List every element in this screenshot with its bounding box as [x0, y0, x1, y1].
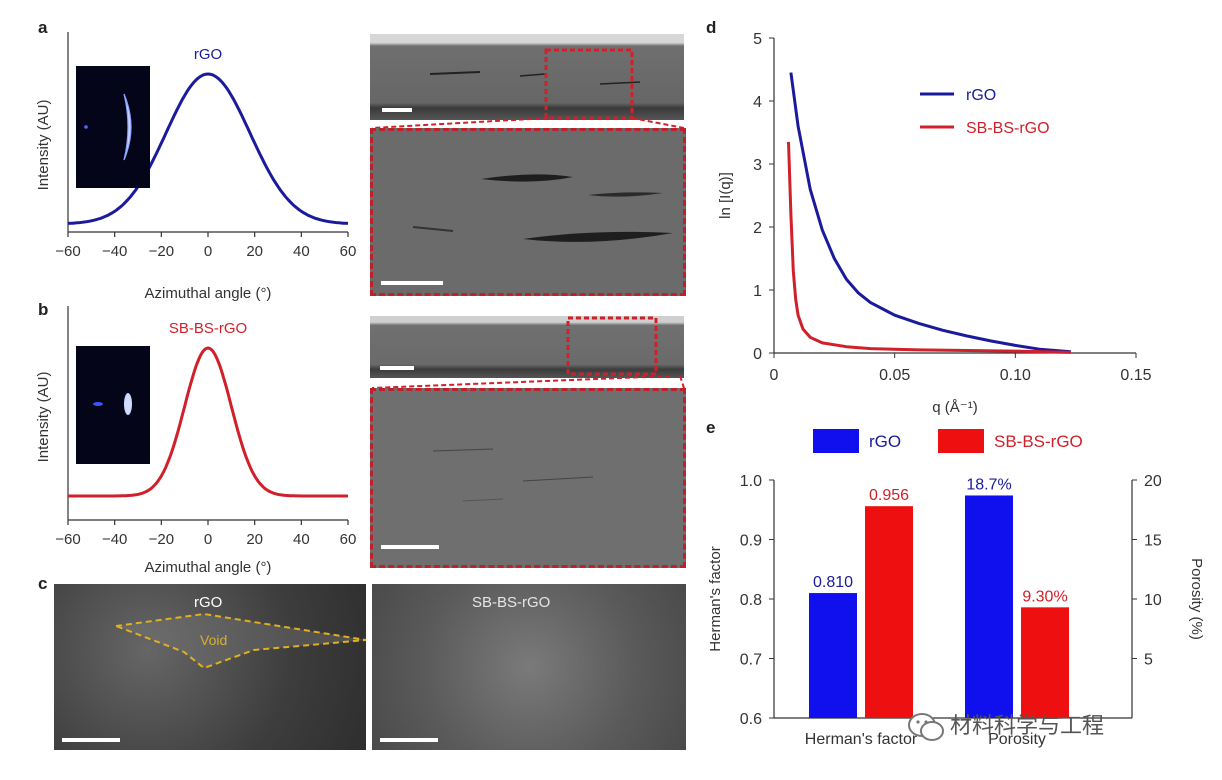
y-tick-label: 1.0 [740, 473, 762, 490]
sem-sbbs-zoom [370, 388, 686, 568]
y-tick-label: 0.9 [740, 533, 762, 550]
x-tick-label: 0.15 [1120, 367, 1151, 384]
bar-value-label: 9.30% [1022, 588, 1067, 605]
x-tick-label: −40 [102, 531, 127, 548]
panel-b-label: b [38, 300, 49, 319]
sem-rgo-zoom [370, 128, 686, 296]
bar-value-label: 0.956 [869, 487, 909, 504]
bar-value-label: 18.7% [966, 476, 1011, 493]
bar-SB-BS-rGO-Porosity [1021, 607, 1069, 718]
x-tick-label: 60 [340, 243, 357, 260]
y2-tick-label: 15 [1144, 533, 1162, 550]
x-axis-label: q (Å⁻¹) [932, 399, 977, 416]
tem-sbbs-title: SB-BS-rGO [472, 594, 551, 611]
y-tick-label: 0 [753, 346, 762, 363]
x-tick-label: −60 [55, 531, 80, 548]
x-tick-label: 0 [770, 367, 779, 384]
panel-d-series [787, 72, 1071, 354]
panel-e-legend: rGO SB-BS-rGO [813, 429, 1083, 453]
y2-axis-label: Porosity (%) [1188, 558, 1205, 640]
panel-a-label: a [38, 18, 48, 37]
x-tick-label: 40 [293, 531, 310, 548]
panel-d-label: d [706, 18, 717, 37]
panel-e-label: e [706, 418, 716, 437]
wechat-icon [906, 707, 946, 747]
tem-sbbs-image: SB-BS-rGO [372, 584, 686, 750]
x-tick-label: −20 [149, 243, 174, 260]
x-tick-label: −40 [102, 243, 127, 260]
x-tick-label: −20 [149, 531, 174, 548]
panel-d-axes: 0 0.05 0.10 0.15 0 1 2 3 4 5 q (Å⁻¹) ln [I(q)] [717, 31, 1152, 416]
x-tick-label: 0 [204, 243, 212, 260]
category-label: Herman's factor [805, 731, 918, 748]
legend-label: rGO [966, 87, 996, 104]
bar-value-label: 0.810 [813, 574, 853, 591]
panel-a-y-label: Intensity (AU) [35, 100, 52, 191]
y2-tick-label: 5 [1144, 652, 1153, 669]
y-tick-label: 0.7 [740, 652, 762, 669]
x-tick-label: −60 [55, 243, 80, 260]
y-tick-label: 4 [753, 94, 762, 111]
y-tick-label: 0.6 [740, 711, 762, 728]
y2-tick-label: 10 [1144, 592, 1162, 609]
watermark-text: 材料科学与工程 [950, 713, 1105, 738]
tem-rgo-image: rGO Void [54, 584, 366, 750]
panel-c-label: c [38, 574, 48, 593]
legend-swatch [813, 429, 859, 453]
y2-tick-label: 20 [1144, 473, 1162, 490]
bar-rGO-Herman's factor [809, 593, 857, 718]
sem-sbbs-overview [370, 316, 684, 378]
tem-rgo-title: rGO [194, 594, 223, 611]
y-axis-label: ln [I(q)] [717, 172, 734, 219]
x-tick-label: 0.05 [879, 367, 910, 384]
panel-e-axes: 0.6 0.7 0.8 0.9 1.0 5 10 15 20 Herman's factor Por… [707, 473, 1205, 748]
y-tick-label: 0.8 [740, 592, 762, 609]
x-tick-label: 20 [246, 243, 263, 260]
panel-b-y-label: Intensity (AU) [35, 372, 52, 463]
panel-a-x-label: Azimuthal angle (°) [145, 285, 272, 302]
panel-e-bars: 0.810 18.7% 0.956 9.30% [809, 476, 1069, 718]
y-axis-label: Herman's factor [707, 546, 724, 651]
x-tick-label: 0.10 [1000, 367, 1031, 384]
panel-b-diffraction-inset [76, 346, 150, 464]
x-tick-label: 0 [204, 531, 212, 548]
panel-a-diffraction-inset [76, 66, 150, 188]
x-tick-label: 60 [340, 531, 357, 548]
series-line-rGO [789, 72, 1071, 354]
series-line-SB-BS-rGO [787, 141, 1071, 354]
panel-a-plot: −60 −40 −20 0 20 40 60 rGO Intensity (AU) Azim… [35, 32, 356, 302]
x-tick-label: 20 [246, 531, 263, 548]
panel-b-x-label: Azimuthal angle (°) [145, 559, 272, 576]
legend-label: SB-BS-rGO [966, 120, 1050, 137]
legend-swatch [938, 429, 984, 453]
y-tick-label: 2 [753, 220, 762, 237]
panel-b-plot: −60 −40 −20 0 20 40 60 SB-BS-rGO Intensity (AU… [35, 306, 356, 576]
panel-d-chart: 0 0.05 0.10 0.15 0 1 2 3 4 5 q (Å⁻¹) ln [I(q)] rGO S… [717, 31, 1152, 416]
legend-label: SB-BS-rGO [994, 432, 1083, 451]
category-label: Porosity [988, 731, 1046, 748]
y-tick-label: 1 [753, 283, 762, 300]
panel-a-curve-label: rGO [194, 46, 222, 63]
y-tick-label: 5 [753, 31, 762, 48]
bar-rGO-Porosity [965, 495, 1013, 718]
legend-label: rGO [869, 432, 901, 451]
tem-void-label: Void [200, 632, 228, 648]
sem-rgo-overview [370, 34, 684, 120]
panel-b-x-ticks: −60 −40 −20 0 20 40 60 [55, 520, 356, 548]
y-tick-label: 3 [753, 157, 762, 174]
panel-e-chart: rGO SB-BS-rGO 0.6 0.7 0.8 0.9 1.0 5 10 15 20 Herma… [707, 429, 1205, 748]
panel-a-x-ticks: −60 −40 −20 0 20 40 60 [55, 232, 356, 260]
panel-b-gaussian-curve [68, 346, 348, 498]
panel-d-legend: rGO SB-BS-rGO [920, 87, 1050, 137]
panel-b-curve-label: SB-BS-rGO [169, 320, 247, 337]
panel-a-gaussian-curve [67, 72, 349, 225]
bar-SB-BS-rGO-Herman's factor [865, 506, 913, 718]
x-tick-label: 40 [293, 243, 310, 260]
